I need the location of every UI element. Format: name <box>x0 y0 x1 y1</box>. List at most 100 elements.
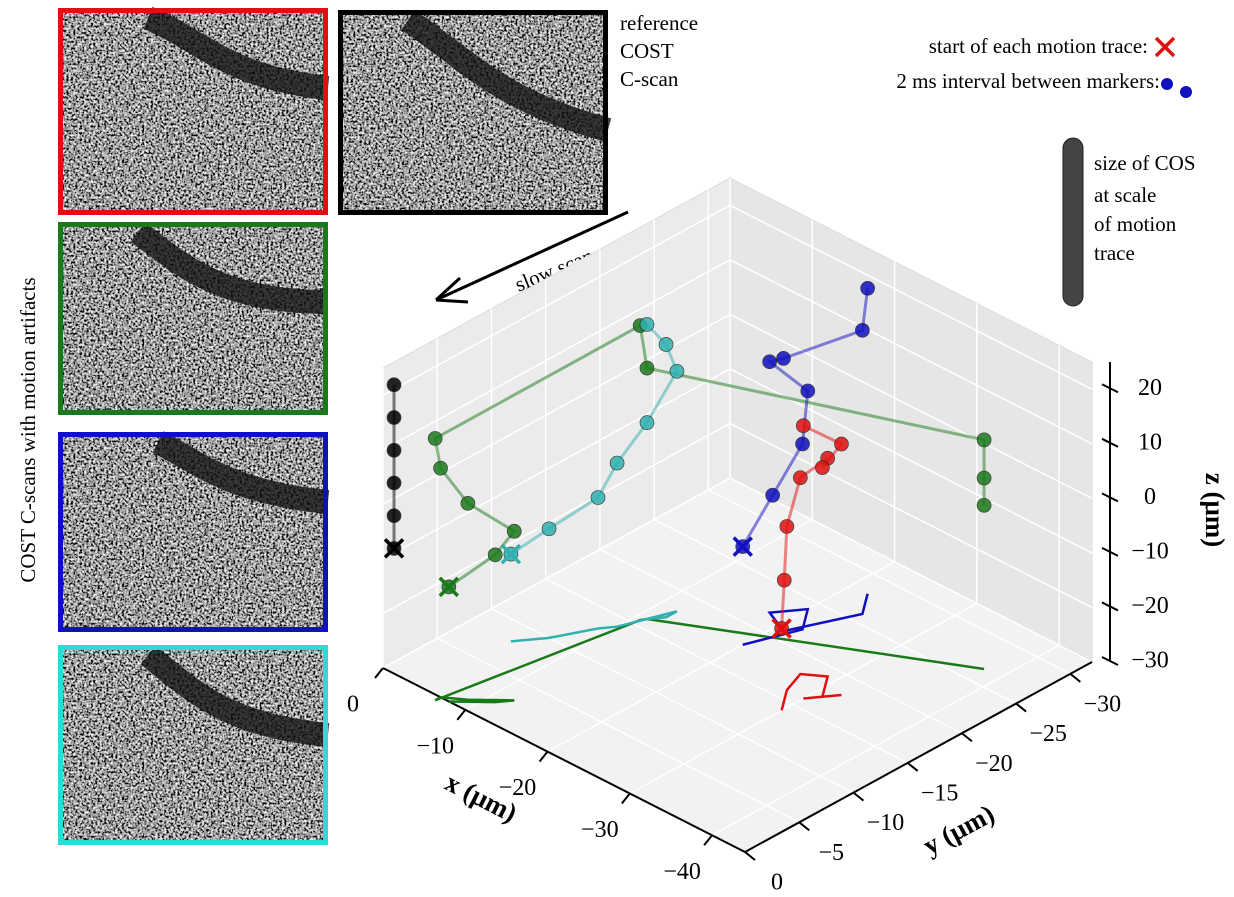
start-marker <box>771 618 792 639</box>
grid-line <box>382 368 731 560</box>
y-tick <box>798 821 810 832</box>
grid-line <box>491 607 854 794</box>
z-tick-label: −10 <box>1131 538 1169 564</box>
trace-marker <box>639 360 655 376</box>
floor-trace <box>780 672 842 711</box>
trace-marker <box>386 508 402 524</box>
plot-3d: 0 −10 −20 −30 −40 0 −5 −10 −15 −20 −25 −30 20 10 0 −10 −… <box>347 177 1169 896</box>
arrow-head <box>434 276 469 304</box>
size-label: at scale <box>1094 183 1156 207</box>
legend-dot <box>1180 86 1192 98</box>
y-axis-label: y (μm) <box>918 798 999 860</box>
grid-line <box>382 259 731 451</box>
slow-scan-arrow <box>435 210 629 302</box>
trace-marker <box>427 431 443 446</box>
panel-reference <box>338 10 612 215</box>
size-icon <box>1062 137 1084 307</box>
y-axis <box>744 661 1093 853</box>
y-tick-label: −5 <box>818 840 844 866</box>
start-marker <box>732 536 753 557</box>
x-tick <box>374 667 384 679</box>
grid-line <box>382 422 731 615</box>
y-tick-label: 0 <box>771 870 783 896</box>
y-tick-label: −20 <box>975 751 1013 777</box>
trace-marker <box>815 460 830 475</box>
reference-label: reference <box>620 11 698 35</box>
z-tick-label: 0 <box>1144 484 1156 510</box>
trace-marker <box>386 410 402 425</box>
legend-start-icon <box>1154 36 1176 58</box>
trace-line <box>741 288 870 548</box>
panel-blue <box>58 431 330 632</box>
grid-line <box>547 560 895 753</box>
grid-line <box>599 548 963 734</box>
z-axis-label: z (μm) <box>1200 473 1230 548</box>
trace-marker <box>795 418 811 434</box>
legend-interval: 2 ms interval between markers: <box>896 69 1160 93</box>
grid-line <box>382 477 731 669</box>
trace-marker <box>541 521 557 537</box>
z-tick-label: 20 <box>1138 375 1162 401</box>
grid-line <box>729 313 1093 500</box>
grid-line <box>729 259 1093 445</box>
y-tick-label: −30 <box>1084 691 1122 717</box>
trace-marker <box>658 337 674 352</box>
start-marker <box>500 543 522 565</box>
trace-marker <box>792 470 808 486</box>
trace-marker <box>776 572 792 588</box>
trace-marker <box>976 497 992 513</box>
y-tick <box>744 851 756 861</box>
trace-marker <box>776 351 791 366</box>
trace-marker <box>669 363 685 379</box>
start-marker <box>438 576 460 598</box>
panel-red <box>58 6 330 215</box>
start-marker <box>383 538 405 559</box>
grid-line <box>729 204 1093 390</box>
trace-marker <box>609 455 625 471</box>
trace-marker <box>976 470 992 486</box>
legend-start: start of each motion trace: <box>929 34 1148 58</box>
trace-marker <box>386 442 402 458</box>
size-label: size of COS <box>1094 151 1196 175</box>
image-panels <box>58 6 612 845</box>
trace-marker <box>765 487 780 503</box>
x-tick-label: 0 <box>347 692 359 718</box>
trace-marker <box>855 323 870 338</box>
y-tick <box>1069 673 1081 683</box>
x-tick <box>538 751 549 763</box>
trace-marker <box>639 415 655 430</box>
grid-line <box>436 637 800 823</box>
grid-line <box>382 204 731 396</box>
trace-marker <box>386 475 402 491</box>
trace-marker <box>762 354 778 370</box>
x-tick-label: −30 <box>581 817 619 843</box>
panel-cyan <box>58 645 330 845</box>
x-tick <box>703 834 713 846</box>
grid-line <box>707 489 1071 675</box>
x-tick-label: −40 <box>663 859 701 885</box>
x-tick-label: −10 <box>416 733 454 759</box>
grid-line <box>464 519 813 711</box>
trace-marker <box>433 460 448 476</box>
grid-line <box>729 422 1093 609</box>
size-label: trace <box>1094 241 1135 265</box>
y-tick <box>852 791 865 802</box>
grid-line <box>653 518 1017 705</box>
trace-marker <box>795 436 810 452</box>
trace-marker <box>506 523 522 539</box>
trace-marker <box>487 547 503 563</box>
z-tick-label: −20 <box>1131 593 1169 619</box>
floor-trace <box>742 593 869 646</box>
legend-dot <box>1161 78 1173 90</box>
trace-marker <box>386 377 402 393</box>
y-tick <box>1015 702 1027 713</box>
x-tick <box>456 709 467 721</box>
z-tick-label: 10 <box>1138 429 1162 455</box>
floor-trace <box>510 610 678 643</box>
trace-marker <box>590 490 606 505</box>
reference-label: C-scan <box>620 67 679 91</box>
size-label: of motion <box>1094 212 1177 236</box>
grid-line <box>545 578 908 764</box>
